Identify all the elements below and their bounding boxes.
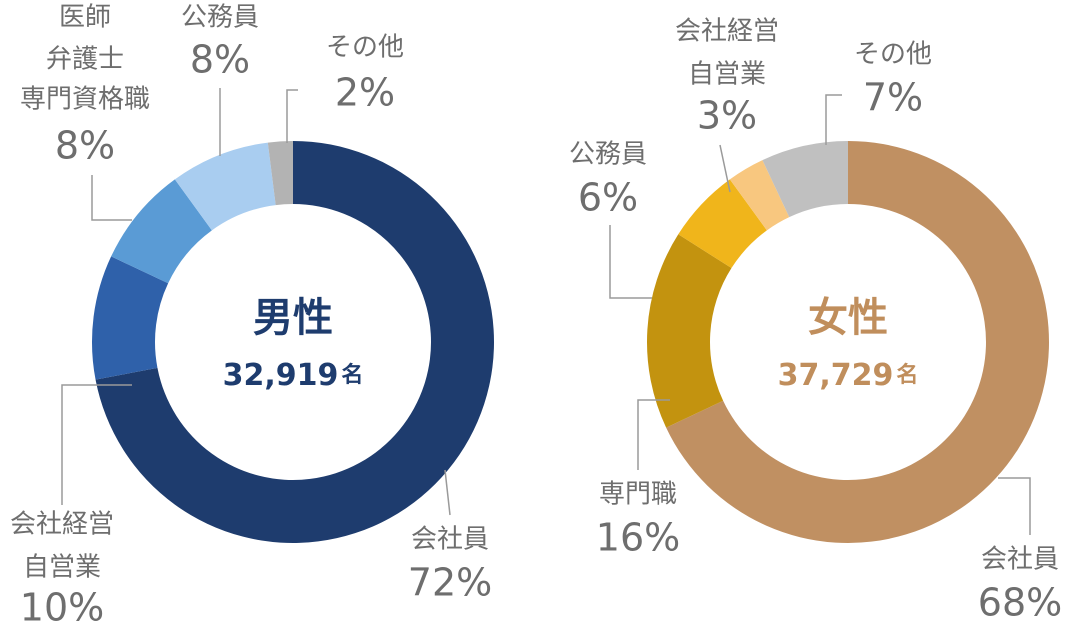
category-label: その他 — [326, 33, 404, 63]
category-label: 自営業 — [688, 60, 766, 90]
leader-line — [719, 144, 731, 193]
donut-segment — [174, 142, 276, 231]
donut-segment — [92, 256, 169, 380]
category-label: 医師 — [59, 3, 111, 33]
count-unit: 名 — [896, 362, 918, 388]
value-label: 3% — [697, 94, 757, 138]
donut-segment — [267, 141, 293, 206]
value-label: 2% — [335, 71, 395, 115]
donut-segment — [95, 141, 494, 544]
donut-segment — [762, 141, 848, 218]
category-label: 弁護士 — [46, 45, 124, 75]
value-label: 68% — [978, 581, 1062, 625]
center-count: 37,729 名 — [778, 358, 919, 393]
count-number: 32,919 — [223, 358, 339, 393]
leader-line — [61, 384, 132, 505]
count-unit: 名 — [341, 362, 363, 388]
leader-lines — [61, 88, 1031, 535]
value-label: 6% — [578, 176, 638, 220]
leader-line — [609, 225, 652, 299]
value-label: 10% — [20, 586, 104, 626]
value-label: 72% — [408, 561, 492, 605]
donut-segment — [111, 179, 212, 284]
leader-line — [91, 175, 132, 221]
count-number: 37,729 — [778, 358, 894, 393]
value-label: 16% — [596, 516, 680, 560]
center-count: 32,919 名 — [223, 358, 364, 393]
category-label: 自営業 — [23, 553, 101, 583]
category-label: 公務員 — [569, 140, 647, 170]
category-label: 会社員 — [981, 545, 1059, 575]
center-label: 女性 — [808, 295, 888, 341]
category-label: 会社経営 — [10, 510, 114, 540]
leader-line — [444, 469, 451, 516]
center-label: 男性 — [253, 295, 333, 341]
leader-line — [825, 94, 842, 145]
category-label: 公務員 — [181, 3, 259, 33]
category-label: その他 — [854, 40, 932, 70]
value-label: 8% — [190, 38, 250, 82]
donut-segment — [666, 141, 1049, 543]
value-label: 7% — [863, 76, 923, 120]
category-label: 専門資格職 — [20, 85, 150, 115]
category-label: 会社経営 — [675, 17, 779, 47]
leader-line — [286, 89, 298, 143]
value-label: 8% — [55, 124, 115, 168]
donut-segment — [678, 179, 767, 269]
leader-line — [637, 399, 670, 470]
leader-line — [998, 477, 1031, 535]
category-label: 会社員 — [411, 525, 489, 555]
donut-segment — [729, 160, 790, 231]
donut-segment — [647, 234, 732, 428]
category-label: 専門職 — [599, 480, 677, 510]
